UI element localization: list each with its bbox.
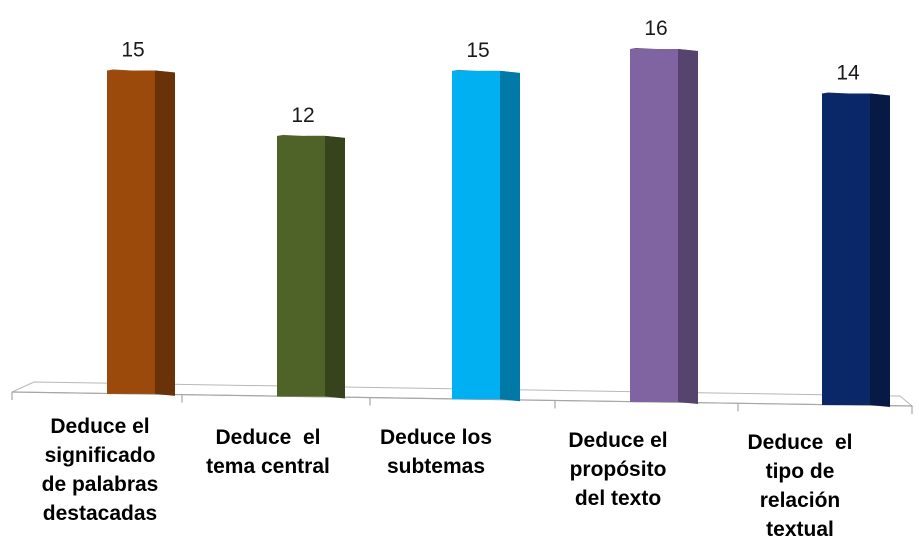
category-label-line: relación xyxy=(760,489,841,512)
category-label-line: Deduce los xyxy=(380,426,492,449)
data-label: 16 xyxy=(644,17,667,40)
category-label-line: tema central xyxy=(206,455,330,478)
data-labels: 15 12 15 16 14 xyxy=(121,17,860,127)
category-label-line: Deduce el xyxy=(215,426,320,449)
bars xyxy=(107,48,890,408)
category-label-line: Deduce el xyxy=(568,429,667,452)
category-label-line: subtemas xyxy=(387,455,485,478)
bar-front xyxy=(630,49,678,403)
category-label-line: textual xyxy=(766,518,834,541)
category-label-line: Deduce el xyxy=(747,431,852,454)
bar-side xyxy=(500,70,520,402)
bar-top xyxy=(452,69,520,73)
category-label-line: significado xyxy=(45,444,156,467)
bar-top xyxy=(277,134,345,138)
bar-top xyxy=(630,48,698,51)
data-label: 15 xyxy=(466,39,489,62)
bar xyxy=(822,92,890,408)
category-label-line: de palabras xyxy=(42,473,159,496)
category-label-line: Deduce el xyxy=(50,415,149,438)
bar xyxy=(107,69,175,396)
bar xyxy=(452,69,520,402)
category-label-line: tipo de xyxy=(766,460,835,483)
bar-top xyxy=(107,69,175,73)
bar-side xyxy=(870,93,890,408)
category-label-line: del texto xyxy=(575,487,661,510)
category-labels: Deduce el significado de palabras destacada… xyxy=(42,415,853,541)
bar-front xyxy=(107,70,155,394)
category-label-line: destacadas xyxy=(43,502,157,525)
bar-side xyxy=(325,135,345,399)
bar-front xyxy=(452,70,500,400)
bar xyxy=(630,48,698,405)
bar-side xyxy=(155,70,175,396)
bar xyxy=(277,134,345,399)
category-label: Deduce el significado de palabras destacada… xyxy=(42,415,159,525)
bar-side xyxy=(678,49,698,405)
data-label: 14 xyxy=(836,62,860,85)
data-label: 15 xyxy=(121,39,144,62)
category-label: Deduce el tipo de relación textual xyxy=(747,431,852,541)
category-label-line: propósito xyxy=(570,458,667,481)
data-label: 12 xyxy=(291,104,314,127)
bar-front xyxy=(277,135,325,397)
bar-top xyxy=(822,92,890,96)
bar-front xyxy=(822,93,870,406)
category-label: Deduce el propósito del texto xyxy=(568,429,667,510)
category-label: Deduce los subtemas xyxy=(380,426,492,478)
category-label: Deduce el tema central xyxy=(206,426,330,478)
